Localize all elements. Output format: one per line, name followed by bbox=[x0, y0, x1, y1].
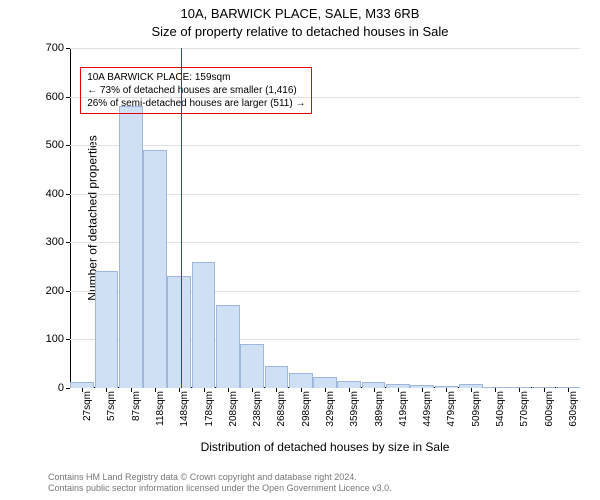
y-tick-label: 600 bbox=[24, 91, 64, 103]
x-tick-label: 449sqm bbox=[422, 391, 433, 451]
x-tick-label: 87sqm bbox=[131, 391, 142, 451]
histogram-bar bbox=[240, 344, 264, 388]
annotation-line1: 10A BARWICK PLACE: 159sqm bbox=[87, 71, 305, 84]
x-tick-label: 298sqm bbox=[301, 391, 312, 451]
x-tick-label: 389sqm bbox=[374, 391, 385, 451]
y-tick-label: 200 bbox=[24, 285, 64, 297]
x-tick-label: 540sqm bbox=[495, 391, 506, 451]
histogram-bar bbox=[192, 262, 216, 388]
y-tick-label: 400 bbox=[24, 188, 64, 200]
annotation-box: 10A BARWICK PLACE: 159sqm← 73% of detach… bbox=[80, 67, 312, 114]
x-tick-label: 600sqm bbox=[544, 391, 555, 451]
y-tick-label: 100 bbox=[24, 333, 64, 345]
histogram-bar bbox=[337, 381, 361, 388]
footer-line2: Contains public sector information licen… bbox=[48, 483, 392, 494]
x-tick-label: 479sqm bbox=[446, 391, 457, 451]
y-tick-mark bbox=[66, 48, 70, 49]
x-tick-label: 329sqm bbox=[325, 391, 336, 451]
x-tick-label: 509sqm bbox=[471, 391, 482, 451]
y-tick-label: 700 bbox=[24, 42, 64, 54]
histogram-bar bbox=[313, 377, 337, 388]
histogram-bar bbox=[265, 366, 289, 388]
y-tick-mark bbox=[66, 194, 70, 195]
x-tick-label: 208sqm bbox=[228, 391, 239, 451]
histogram-bar bbox=[143, 150, 167, 388]
y-tick-mark bbox=[66, 242, 70, 243]
chart-title-line2: Size of property relative to detached ho… bbox=[0, 24, 600, 39]
annotation-line3: 26% of semi-detached houses are larger (… bbox=[87, 97, 305, 110]
y-axis bbox=[70, 48, 71, 388]
grid-line bbox=[70, 145, 580, 146]
histogram-bar bbox=[289, 373, 313, 388]
chart-plot-area: 10A BARWICK PLACE: 159sqm← 73% of detach… bbox=[70, 48, 580, 388]
histogram-bar bbox=[95, 271, 119, 388]
x-tick-label: 178sqm bbox=[204, 391, 215, 451]
y-tick-label: 300 bbox=[24, 236, 64, 248]
footer-attribution: Contains HM Land Registry data © Crown c… bbox=[48, 472, 392, 495]
y-tick-mark bbox=[66, 97, 70, 98]
y-tick-mark bbox=[66, 388, 70, 389]
grid-line bbox=[70, 48, 580, 49]
histogram-bar bbox=[216, 305, 240, 388]
x-tick-label: 27sqm bbox=[82, 391, 93, 451]
y-tick-mark bbox=[66, 145, 70, 146]
x-tick-label: 238sqm bbox=[252, 391, 263, 451]
x-tick-label: 148sqm bbox=[179, 391, 190, 451]
x-tick-label: 419sqm bbox=[398, 391, 409, 451]
footer-line1: Contains HM Land Registry data © Crown c… bbox=[48, 472, 392, 483]
histogram-bar bbox=[119, 106, 143, 388]
annotation-line2: ← 73% of detached houses are smaller (1,… bbox=[87, 84, 305, 97]
y-tick-mark bbox=[66, 339, 70, 340]
histogram-bar bbox=[167, 276, 191, 388]
x-tick-label: 359sqm bbox=[349, 391, 360, 451]
y-tick-label: 0 bbox=[24, 382, 64, 394]
chart-title-line1: 10A, BARWICK PLACE, SALE, M33 6RB bbox=[0, 6, 600, 21]
x-tick-label: 570sqm bbox=[519, 391, 530, 451]
x-tick-label: 630sqm bbox=[568, 391, 579, 451]
x-tick-label: 268sqm bbox=[276, 391, 287, 451]
x-tick-label: 118sqm bbox=[155, 391, 166, 451]
y-tick-mark bbox=[66, 291, 70, 292]
x-tick-label: 57sqm bbox=[106, 391, 117, 451]
y-tick-label: 500 bbox=[24, 139, 64, 151]
